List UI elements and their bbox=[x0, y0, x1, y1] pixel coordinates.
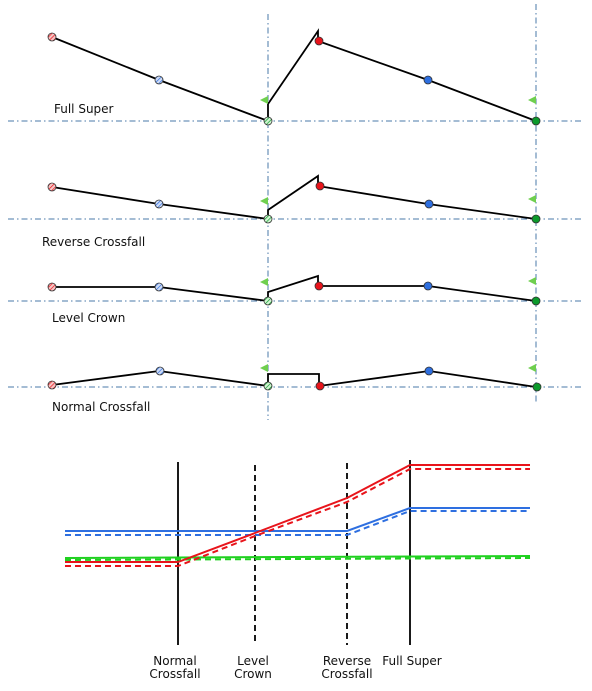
right-crown-point bbox=[315, 381, 325, 391]
marker-label-line2: Crossfall bbox=[149, 667, 200, 681]
left-mid-point bbox=[155, 366, 165, 376]
blue-profile-dashed bbox=[65, 510, 530, 536]
right-edge-point bbox=[532, 382, 542, 392]
left-edge-point bbox=[47, 32, 57, 42]
section-label: Full Super bbox=[54, 102, 114, 116]
right-edge-point bbox=[531, 296, 541, 306]
left-mid-point bbox=[154, 282, 164, 292]
section-full-super: Full Super bbox=[47, 28, 541, 126]
right-edge-point bbox=[531, 116, 541, 126]
cross-section-line bbox=[51, 28, 537, 123]
right-mid-point bbox=[424, 366, 434, 376]
marker-label-line1: Normal bbox=[153, 654, 196, 668]
left-mid-point bbox=[154, 75, 164, 85]
flag-icon bbox=[260, 364, 268, 372]
flag-icon bbox=[528, 277, 536, 285]
flag-icon bbox=[260, 96, 268, 104]
section-label: Normal Crossfall bbox=[52, 400, 150, 414]
horizontal-axes bbox=[8, 120, 582, 388]
section-reverse-crossfall: Reverse Crossfall bbox=[42, 174, 541, 249]
marker-label-line1: Level bbox=[237, 654, 269, 668]
cross-section-line bbox=[52, 274, 537, 303]
left-centerline-point bbox=[263, 214, 273, 224]
right-crown-point bbox=[315, 181, 325, 191]
flag-icon bbox=[528, 364, 536, 372]
red-profile-line bbox=[65, 464, 530, 563]
right-edge-point bbox=[531, 214, 541, 224]
marker-label-line2: Crossfall bbox=[321, 667, 372, 681]
left-edge-point bbox=[47, 380, 57, 390]
left-edge-point bbox=[47, 182, 57, 192]
flag-icon bbox=[528, 96, 536, 104]
left-centerline-point bbox=[263, 116, 273, 126]
marker-label-line1: Full Super bbox=[382, 654, 442, 668]
cross-section-line bbox=[51, 370, 537, 388]
section-label: Level Crown bbox=[52, 311, 125, 325]
right-crown-point bbox=[314, 36, 324, 46]
marker-label-line2: Crown bbox=[234, 667, 272, 681]
section-normal-crossfall: Normal Crossfall bbox=[47, 364, 542, 414]
blue-profile-line bbox=[65, 507, 530, 532]
green-profile-line bbox=[64, 555, 531, 559]
left-centerline-point bbox=[263, 296, 273, 306]
red-profile-dashed bbox=[65, 468, 530, 567]
right-crown-point bbox=[314, 281, 324, 291]
left-mid-point bbox=[154, 199, 164, 209]
green-profile-dashed bbox=[64, 557, 531, 561]
vertical-axes bbox=[267, 4, 537, 420]
right-mid-point bbox=[424, 199, 434, 209]
section-label: Reverse Crossfall bbox=[42, 235, 145, 249]
transition-diagram: Normal Crossfall Level Crown Reverse Cro… bbox=[64, 460, 531, 681]
marker-label-line1: Reverse bbox=[323, 654, 371, 668]
right-mid-point bbox=[423, 75, 433, 85]
flag-icon bbox=[528, 195, 536, 203]
right-mid-point bbox=[423, 281, 433, 291]
left-edge-point bbox=[47, 282, 57, 292]
cross-section-line bbox=[51, 174, 537, 221]
section-level-crown: Level Crown bbox=[47, 274, 541, 325]
flag-icon bbox=[260, 197, 268, 205]
left-centerline-point bbox=[263, 381, 273, 391]
flag-icon bbox=[260, 278, 268, 286]
